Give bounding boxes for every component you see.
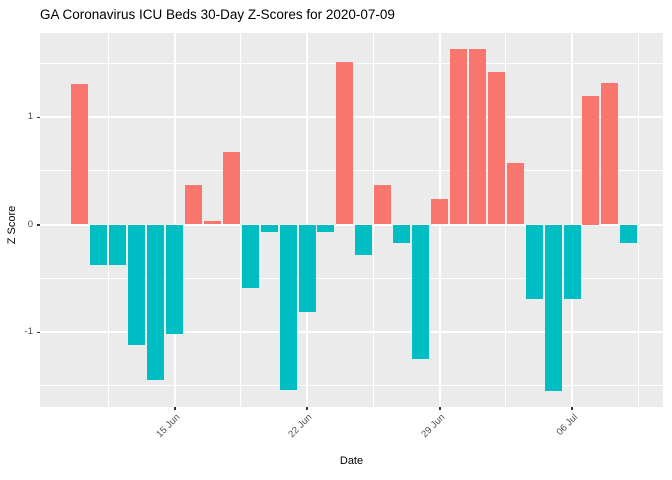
bar-negative — [260, 224, 278, 233]
gridline-vertical-major — [306, 33, 308, 407]
bar-negative — [393, 224, 411, 243]
chart-title: GA Coronavirus ICU Beds 30-Day Z-Scores … — [40, 7, 395, 22]
gridline-horizontal-minor — [40, 385, 663, 387]
gridline-vertical-major — [173, 33, 176, 407]
bar-negative — [355, 224, 373, 255]
bar-positive — [506, 163, 524, 225]
x-axis-title: Date — [339, 455, 364, 467]
gridline-vertical-major — [571, 33, 574, 407]
bar-negative — [563, 224, 581, 299]
gridline-vertical-minor — [240, 33, 242, 407]
x-axis-tick — [438, 407, 441, 410]
x-axis-tick-label: 29 Jun — [419, 412, 448, 440]
x-axis-tick-label: 22 Jun — [286, 412, 315, 440]
bar-positive — [449, 49, 467, 225]
bar-negative — [166, 224, 183, 335]
gridline-vertical-minor — [107, 33, 109, 407]
bar-positive — [468, 49, 486, 225]
x-axis-tick-label: 06 Jul — [554, 412, 580, 438]
x-axis-tick — [173, 407, 176, 410]
gridline-vertical-minor — [372, 33, 374, 407]
gridline-horizontal-minor — [40, 277, 663, 279]
bar-negative — [109, 224, 127, 266]
plot-panel — [40, 33, 663, 407]
bar-negative — [544, 224, 562, 392]
bar-negative — [279, 224, 297, 391]
y-axis-tick-label: 0 — [27, 218, 33, 230]
gridline-horizontal-major — [40, 331, 663, 333]
bar-negative — [128, 224, 146, 345]
bar-negative — [90, 224, 108, 266]
bar-positive — [71, 83, 89, 225]
bar-negative — [298, 224, 316, 312]
bar-negative — [525, 224, 543, 299]
bar-negative — [412, 224, 430, 359]
bar-positive — [184, 184, 202, 225]
bar-negative — [241, 224, 259, 288]
y-axis-tick — [36, 116, 40, 118]
bar-positive — [222, 152, 240, 225]
bar-positive — [601, 82, 619, 225]
bar-positive — [203, 221, 221, 225]
x-axis-tick — [571, 407, 574, 410]
bar-positive — [336, 62, 354, 225]
bar-negative — [620, 224, 638, 243]
bar-positive — [431, 198, 449, 225]
bar-positive — [487, 71, 505, 225]
x-axis-tick-label: 15 Jun — [154, 412, 183, 440]
gridline-horizontal-major — [40, 223, 663, 226]
gridline-vertical-minor — [637, 33, 639, 407]
y-axis-tick-label: 1 — [27, 111, 33, 122]
bar-positive — [582, 95, 600, 225]
y-axis-tick-label: -1 — [24, 326, 33, 337]
y-axis-tick — [36, 224, 40, 226]
bar-positive — [374, 184, 392, 225]
bar-negative — [147, 224, 165, 381]
bar-negative — [317, 224, 335, 233]
x-axis-tick — [306, 407, 308, 410]
y-axis-tick — [36, 331, 40, 333]
gridline-vertical-minor — [505, 33, 507, 407]
